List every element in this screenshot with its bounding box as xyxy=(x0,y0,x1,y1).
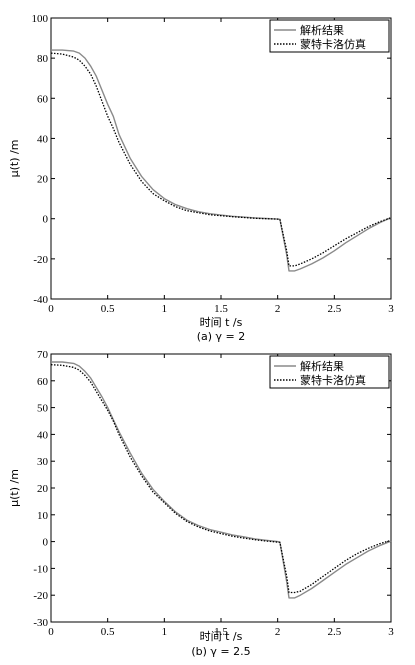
plot-frame xyxy=(50,353,392,623)
y-tick-label: -20 xyxy=(33,590,48,602)
series-line-analytic xyxy=(51,361,392,599)
y-tick-label: 10 xyxy=(37,510,49,522)
y-tick-label: 0 xyxy=(43,537,49,549)
y-axis-label: μ(t) /m xyxy=(8,140,21,178)
chart-panel-b: 0 0.5 1 1.5 2 2.5 3 -30 -20 -10 0 10 20 30 40 50 60 70 解析结… xyxy=(8,349,394,658)
y-tick-label: 40 xyxy=(37,429,49,441)
x-tick-label: 0.5 xyxy=(101,303,115,315)
x-tick-label: 0.5 xyxy=(101,626,115,638)
x-tick-label: 1 xyxy=(162,303,168,315)
y-tick-label: 0 xyxy=(43,214,49,226)
y-tick-label: -10 xyxy=(33,563,48,575)
x-tick-label: 1.5 xyxy=(214,303,228,315)
y-tick-label: 50 xyxy=(37,403,49,415)
y-tick-label: 80 xyxy=(37,53,49,65)
series-line-analytic xyxy=(51,49,392,272)
panel-caption: (a) γ = 2 xyxy=(197,330,246,343)
legend-box xyxy=(269,355,390,389)
series-line-monte-carlo xyxy=(50,52,392,267)
plot-frame xyxy=(50,17,392,300)
x-tick-label: 1.5 xyxy=(214,626,228,638)
x-axis-label: 时间 t /s xyxy=(200,630,243,643)
x-tick-label: 2.5 xyxy=(327,303,341,315)
legend-label: 解析结果 xyxy=(300,23,344,37)
y-tick-label: 20 xyxy=(37,174,49,186)
chart-panel-a: 0 0.5 1 1.5 2 2.5 3 -40 -20 0 20 40 60 80 100 解析结果蒙特卡洛仿… xyxy=(8,13,394,343)
series-line-monte-carlo xyxy=(50,364,392,594)
x-axis-label: 时间 t /s xyxy=(200,316,243,329)
y-axis-label: μ(t) /m xyxy=(8,469,21,507)
y-tick-label: 100 xyxy=(32,13,49,25)
panel-caption: (b) γ = 2.5 xyxy=(191,645,250,658)
legend-label: 蒙特卡洛仿真 xyxy=(300,37,366,51)
legend-label: 蒙特卡洛仿真 xyxy=(300,373,366,387)
y-tick-label: 70 xyxy=(37,349,49,361)
x-tick-label: 2 xyxy=(275,626,281,638)
y-tick-label: 20 xyxy=(37,483,49,495)
x-tick-label: 0 xyxy=(48,626,54,638)
x-tick-label: 1 xyxy=(162,626,168,638)
x-tick-label: 2.5 xyxy=(327,626,341,638)
x-tick-label: 3 xyxy=(388,626,394,638)
y-tick-label: 60 xyxy=(37,93,49,105)
x-tick-label: 2 xyxy=(275,303,281,315)
legend-label: 解析结果 xyxy=(300,359,344,373)
y-tick-label: 60 xyxy=(37,376,49,388)
y-tick-label: 40 xyxy=(37,133,49,145)
y-tick-label: -20 xyxy=(33,254,48,266)
y-tick-label: 30 xyxy=(37,456,49,468)
x-tick-label: 0 xyxy=(48,303,54,315)
y-tick-label: -40 xyxy=(33,294,48,306)
legend-box xyxy=(269,19,390,53)
x-tick-label: 3 xyxy=(388,303,394,315)
y-tick-label: -30 xyxy=(33,617,48,629)
